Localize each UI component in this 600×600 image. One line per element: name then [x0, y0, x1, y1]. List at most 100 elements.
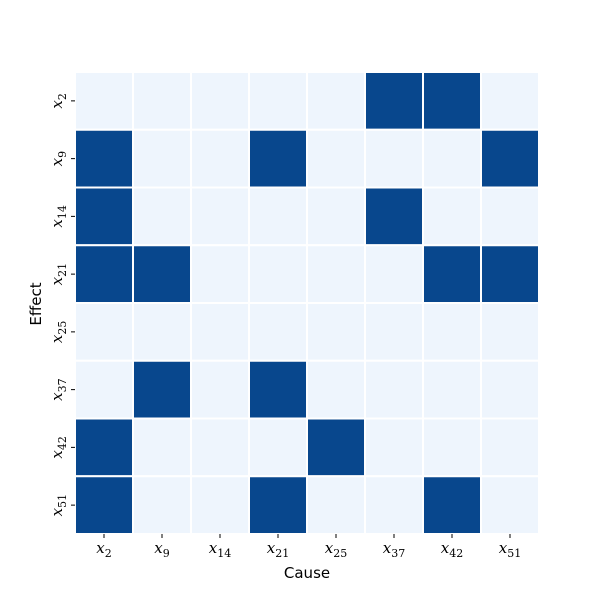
y-tick-label-4: x25	[48, 321, 69, 343]
heatmap-cell-r1-c5	[364, 128, 424, 189]
heatmap-cell-r3-c6	[422, 244, 482, 304]
x-tick-label-2-sub: 14	[217, 547, 231, 560]
heatmap-cell-r2-c6	[422, 186, 482, 247]
heatmap-cell-r3-c1	[132, 244, 192, 304]
x-tick-label-0-sub: 2	[105, 547, 112, 560]
heatmap-cell-r0-c3	[248, 71, 308, 131]
heatmap-cell-r7-c5	[364, 475, 424, 535]
x-axis-ticks: x2 x9 x14 x21 x25 x37 x42 x51	[96, 534, 521, 560]
heatmap-cell-r2-c0	[74, 186, 134, 247]
y-tick-label-6: x42	[48, 436, 69, 458]
heatmap-cell-r1-c7	[480, 128, 540, 189]
heatmap-cell-r7-c0	[74, 475, 134, 535]
x-tick-label-6: x42	[441, 539, 463, 560]
x-tick-label-1: x9	[154, 539, 169, 560]
heatmap-cell-r4-c7	[480, 302, 540, 362]
y-tick-label-6-sub: 42	[56, 436, 69, 450]
x-tick-label-4-sub: 25	[333, 547, 347, 560]
heatmap-cell-r1-c6	[422, 128, 482, 189]
heatmap-cell-r3-c2	[190, 244, 250, 304]
heatmap-cell-r2-c7	[480, 186, 540, 247]
heatmap-cell-r0-c5	[364, 71, 424, 131]
y-tick-label-7-sub: 51	[56, 494, 69, 508]
heatmap-cell-r4-c0	[74, 302, 134, 362]
heatmap-cell-r4-c2	[190, 302, 250, 362]
heatmap-cell-r5-c3	[248, 359, 308, 420]
heatmap-cell-r5-c4	[306, 359, 366, 420]
x-tick-label-1-sub: 9	[163, 547, 170, 560]
y-tick-label-5-sub: 37	[56, 378, 69, 392]
heatmap-cell-r2-c4	[306, 186, 366, 247]
heatmap-cell-r7-c3	[248, 475, 308, 535]
heatmap-cell-r7-c6	[422, 475, 482, 535]
y-tick-label-0-sub: 2	[56, 93, 69, 100]
y-tick-label-4-sub: 25	[56, 321, 69, 335]
heatmap-cell-r6-c1	[132, 417, 192, 478]
x-tick-label-5: x37	[383, 539, 405, 560]
y-tick-label-0: x2	[48, 93, 69, 108]
heatmap-cells	[74, 71, 540, 535]
heatmap-cell-r2-c5	[364, 186, 424, 247]
heatmap-cell-r3-c4	[306, 244, 366, 304]
heatmap-cell-r6-c7	[480, 417, 540, 478]
x-tick-label-5-sub: 37	[391, 547, 405, 560]
heatmap-cell-r5-c6	[422, 359, 482, 420]
x-tick-label-2: x14	[209, 539, 231, 560]
heatmap-cell-r3-c0	[74, 244, 134, 304]
x-tick-label-3: x21	[267, 539, 289, 560]
heatmap-cell-r2-c3	[248, 186, 308, 247]
heatmap-cell-r6-c4	[306, 417, 366, 478]
heatmap-cell-r1-c2	[190, 128, 250, 189]
heatmap-cell-r5-c7	[480, 359, 540, 420]
heatmap-cell-r1-c0	[74, 128, 134, 189]
y-tick-label-2: x14	[48, 205, 69, 227]
x-tick-label-7-sub: 51	[507, 547, 521, 560]
y-axis-title: Effect	[27, 282, 45, 325]
heatmap-cell-r1-c4	[306, 128, 366, 189]
y-tick-label-5: x37	[48, 378, 69, 400]
heatmap-cell-r6-c0	[74, 417, 134, 478]
heatmap-cell-r7-c4	[306, 475, 366, 535]
heatmap-cell-r6-c6	[422, 417, 482, 478]
y-axis-ticks: x2 x9 x14 x21 x25 x37 x42 x51	[48, 93, 75, 516]
heatmap-cell-r6-c2	[190, 417, 250, 478]
y-tick-label-3-sub: 21	[56, 263, 69, 277]
heatmap-cell-r0-c4	[306, 71, 366, 131]
y-tick-label-1-sub: 9	[56, 151, 69, 158]
x-tick-label-7: x51	[499, 539, 521, 560]
heatmap-cell-r5-c0	[74, 359, 134, 420]
heatmap-cell-r3-c5	[364, 244, 424, 304]
heatmap-cell-r3-c3	[248, 244, 308, 304]
y-tick-label-1: x9	[48, 151, 69, 166]
x-tick-label-0: x2	[96, 539, 111, 560]
x-axis-title: Cause	[284, 564, 330, 582]
heatmap-cell-r4-c4	[306, 302, 366, 362]
heatmap-cell-r5-c1	[132, 359, 192, 420]
y-tick-label-2-sub: 14	[56, 205, 69, 219]
heatmap-cell-r0-c6	[422, 71, 482, 131]
heatmap-cell-r1-c3	[248, 128, 308, 189]
x-tick-label-3-sub: 21	[275, 547, 289, 560]
y-tick-label-3: x21	[48, 263, 69, 285]
x-tick-label-6-sub: 42	[449, 547, 463, 560]
heatmap-cell-r2-c1	[132, 186, 192, 247]
heatmap-cell-r4-c1	[132, 302, 192, 362]
heatmap-cell-r0-c1	[132, 71, 192, 131]
heatmap-cell-r0-c2	[190, 71, 250, 131]
heatmap-cell-r0-c0	[74, 71, 134, 131]
heatmap-cell-r0-c7	[480, 71, 540, 131]
heatmap-cell-r7-c2	[190, 475, 250, 535]
heatmap-cell-r5-c2	[190, 359, 250, 420]
y-tick-label-7: x51	[48, 494, 69, 516]
heatmap-cell-r4-c3	[248, 302, 308, 362]
heatmap-cell-r4-c6	[422, 302, 482, 362]
heatmap-cell-r1-c1	[132, 128, 192, 189]
heatmap-cell-r7-c1	[132, 475, 192, 535]
x-tick-label-4: x25	[325, 539, 347, 560]
heatmap-cell-r3-c7	[480, 244, 540, 304]
heatmap-cell-r2-c2	[190, 186, 250, 247]
heatmap-cell-r5-c5	[364, 359, 424, 420]
heatmap-cell-r4-c5	[364, 302, 424, 362]
